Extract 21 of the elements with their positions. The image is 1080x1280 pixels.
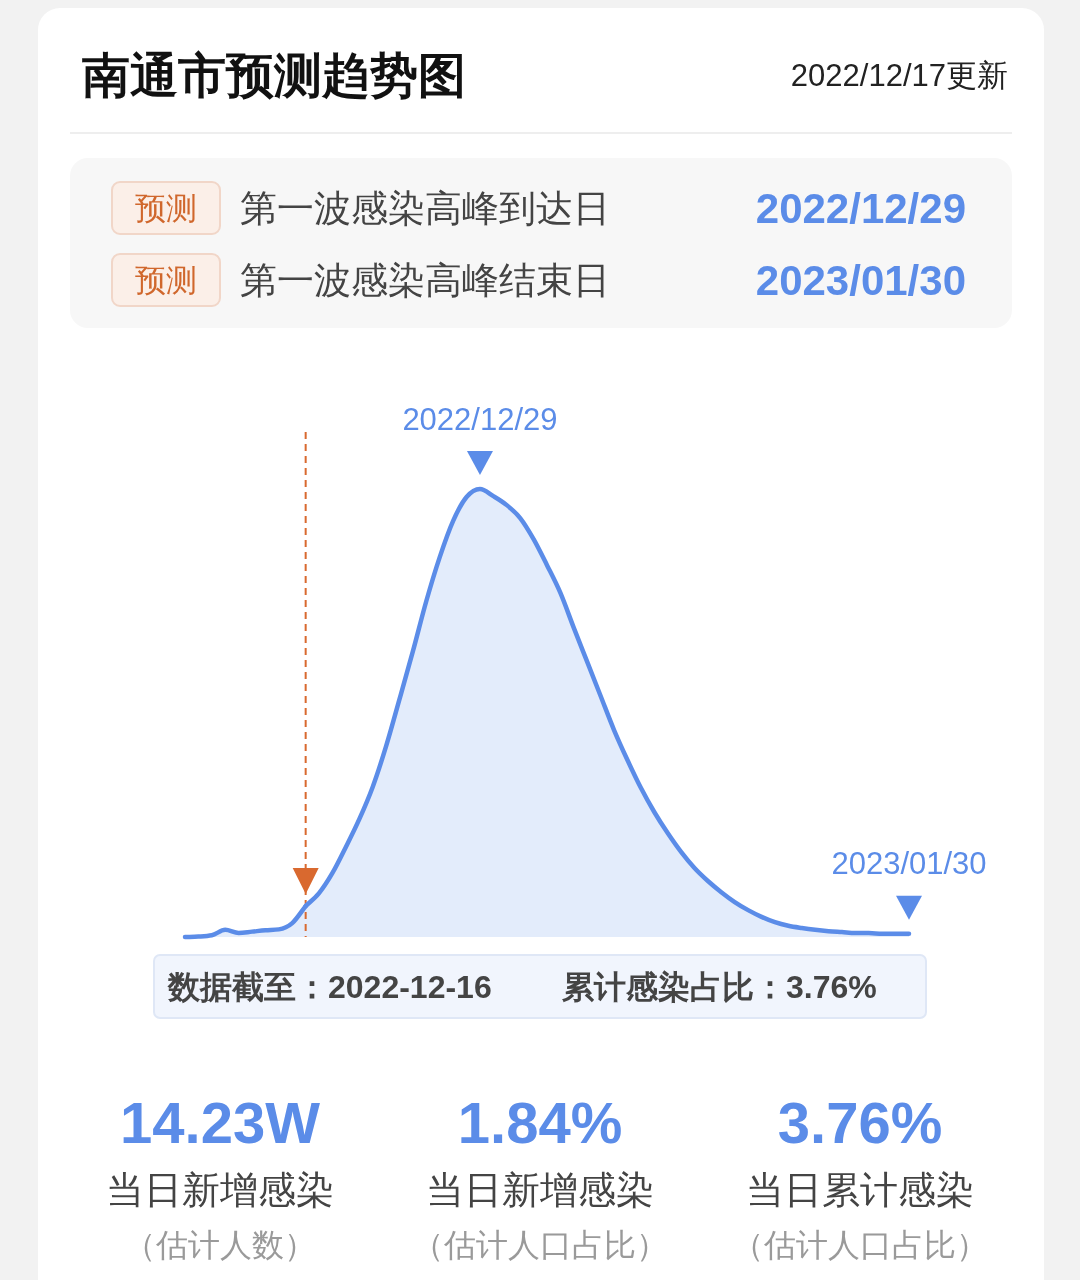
category-label: 2023/01/30 — [831, 846, 987, 882]
stat-note: （估计人数） — [124, 1227, 316, 1263]
info-date: 2022/12/29 — [755, 184, 966, 232]
stat-label: 当日累计感染 — [746, 1169, 974, 1211]
stat-note: （估计人口占比） — [732, 1227, 988, 1263]
info-label: 第一波感染高峰结束日 — [240, 259, 610, 301]
category-label: 2022/12/29 — [402, 401, 558, 437]
stat-label: 当日新增感染 — [426, 1169, 654, 1211]
info-date: 2023/01/30 — [755, 256, 966, 304]
caption: 数据截至：2022-12-16 — [168, 969, 492, 1005]
caption: 累计感染占比：3.76% — [562, 969, 877, 1005]
badge-text: 预测 — [135, 190, 197, 226]
stat-note: （估计人口占比） — [412, 1227, 668, 1263]
stat-value: 3.76% — [777, 1089, 943, 1155]
badge-text: 预测 — [135, 262, 197, 298]
stat-value: 14.23W — [120, 1089, 320, 1155]
info-label: 第一波感染高峰到达日 — [240, 187, 610, 229]
title: 南通市预测趋势图 — [82, 48, 466, 102]
stat-label: 当日新增感染 — [106, 1169, 334, 1211]
subtitle: 2022/12/17更新 — [790, 57, 1008, 93]
stat-value: 1.84% — [457, 1089, 623, 1155]
